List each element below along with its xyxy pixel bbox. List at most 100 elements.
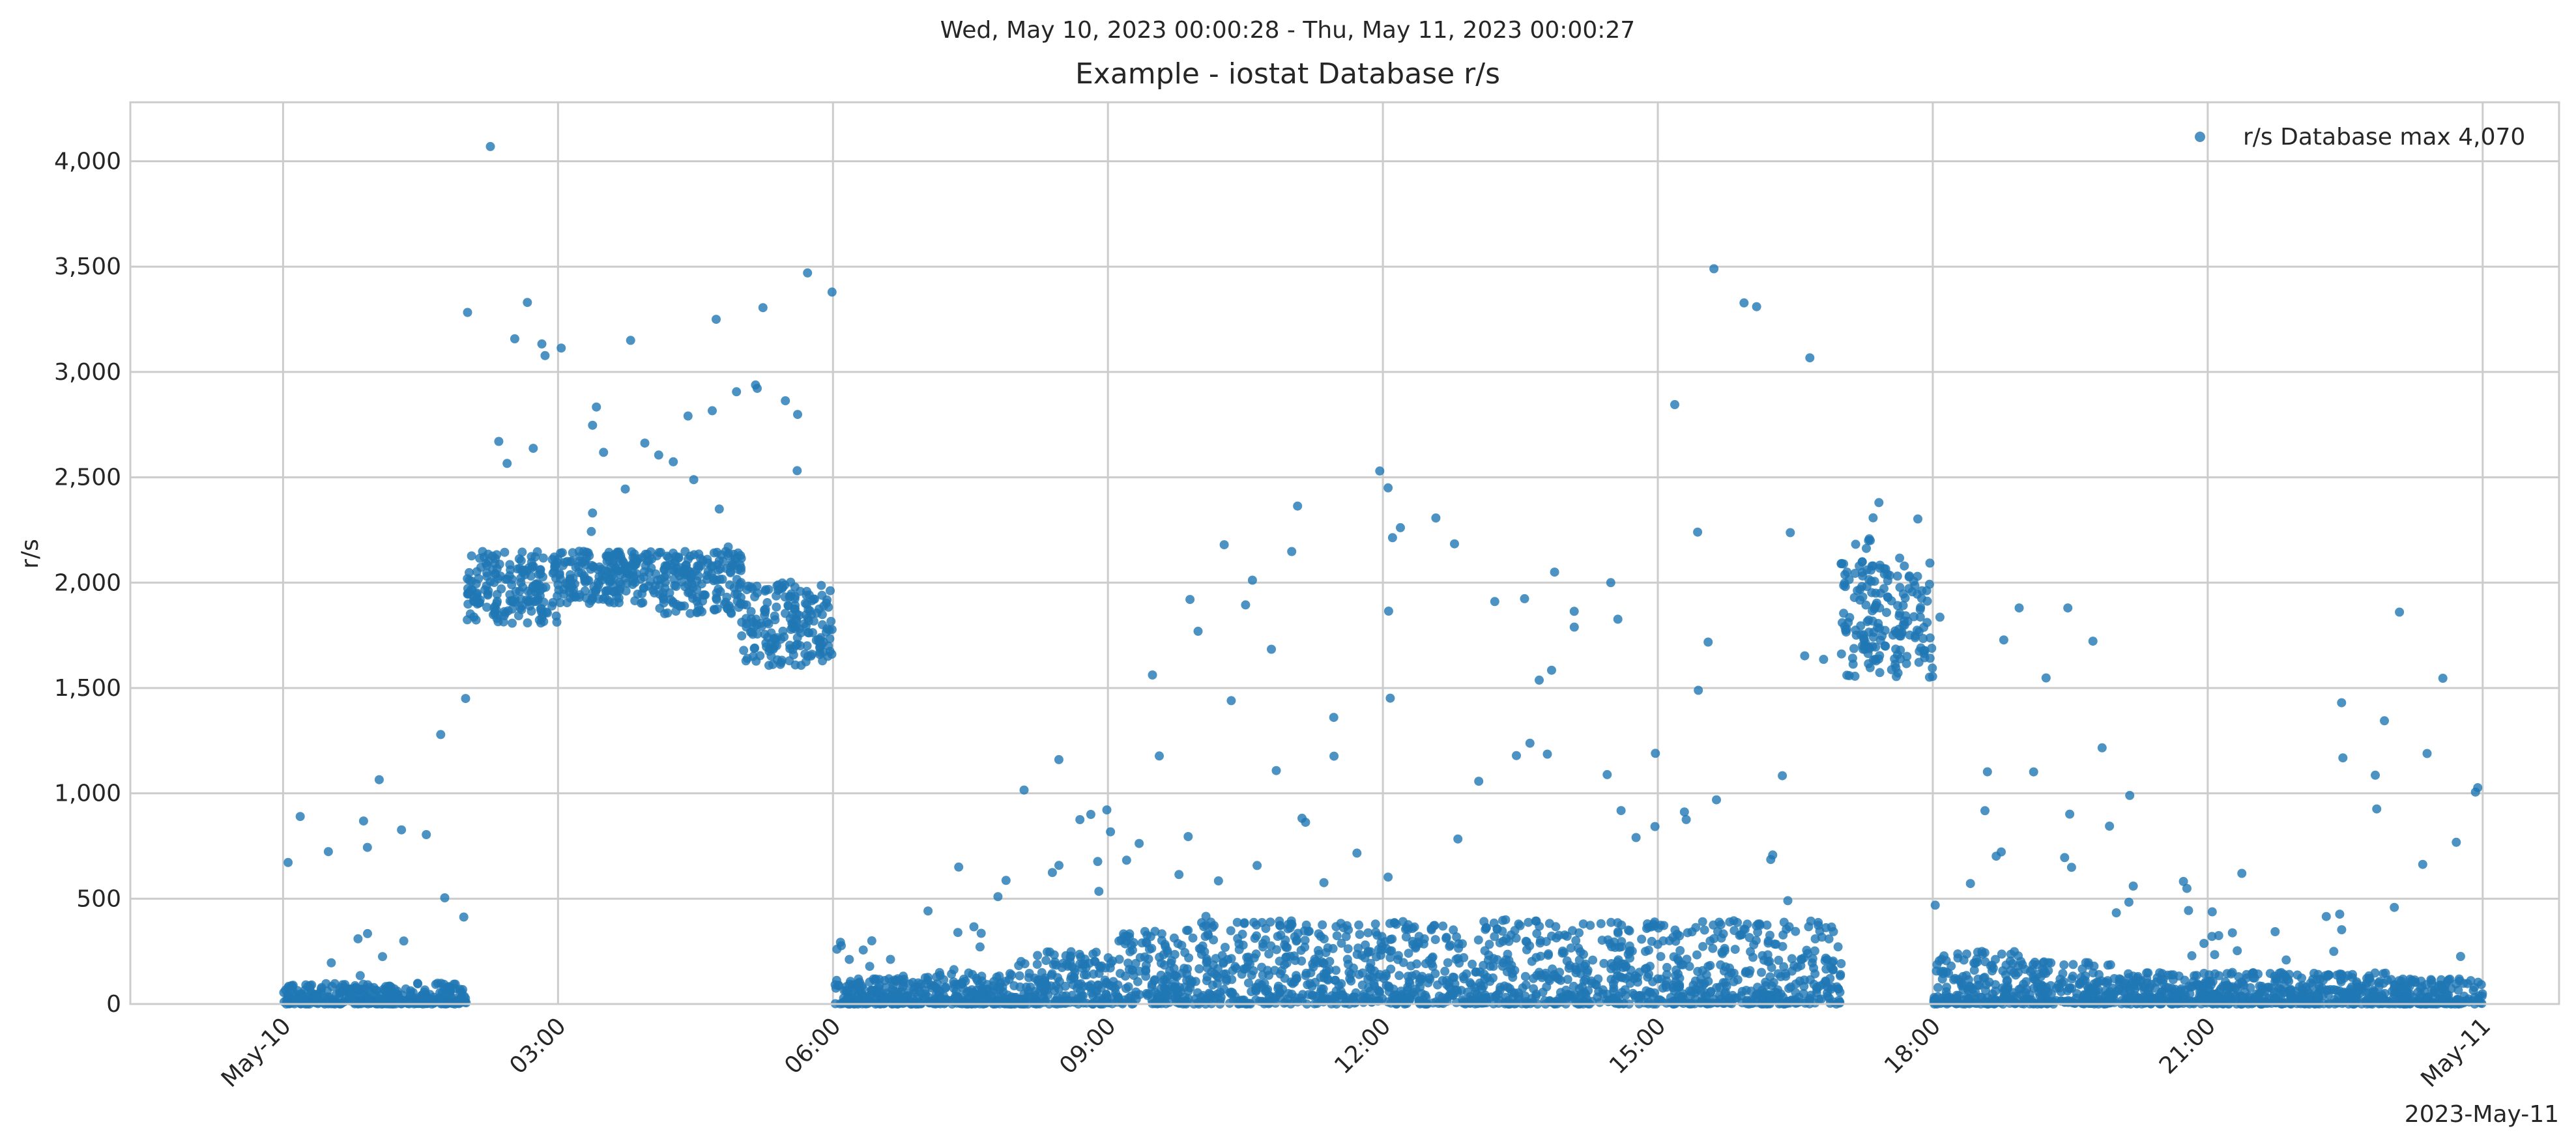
data-point (1290, 993, 1300, 1003)
data-point (1953, 949, 1963, 959)
data-point (1836, 649, 1846, 659)
data-point (1671, 977, 1681, 986)
data-point (712, 315, 721, 324)
data-point (507, 580, 517, 590)
data-point (832, 944, 842, 954)
data-point (712, 604, 722, 614)
data-point (568, 548, 577, 558)
data-point (647, 554, 657, 564)
data-point (881, 983, 891, 992)
data-point (792, 466, 802, 476)
data-point (467, 551, 476, 561)
data-point (1637, 934, 1647, 944)
data-point (1566, 943, 1576, 953)
data-point (1217, 951, 1227, 960)
data-point (1766, 855, 1776, 865)
data-point (1322, 966, 1331, 975)
data-point (1531, 953, 1541, 962)
data-point (1535, 675, 1544, 685)
data-point (1332, 931, 1342, 941)
data-point (2427, 979, 2437, 988)
data-point (1263, 966, 1273, 975)
y-tick-label: 2,000 (54, 569, 121, 596)
data-point (1141, 966, 1151, 976)
data-point (2063, 603, 2073, 613)
data-point (1183, 925, 1193, 935)
data-point (2155, 992, 2164, 1002)
data-point (1829, 926, 1838, 936)
data-point (1306, 968, 1316, 978)
data-point (1778, 771, 1787, 781)
data-point (1076, 952, 1086, 962)
data-point (764, 584, 774, 594)
data-point (1804, 922, 1814, 932)
data-point (772, 591, 781, 601)
data-point (1678, 960, 1688, 969)
data-point (957, 979, 966, 988)
data-point (471, 615, 481, 625)
data-point (1932, 960, 1942, 969)
data-point (358, 816, 368, 826)
data-point (683, 554, 693, 564)
y-axis-label: r/s (17, 539, 44, 569)
data-point (1532, 928, 1542, 938)
data-point (2097, 743, 2107, 753)
data-point (463, 615, 472, 625)
data-point (1234, 945, 1244, 954)
data-point (1864, 659, 1874, 668)
data-point (2422, 749, 2432, 758)
data-point (326, 958, 336, 968)
data-point (533, 593, 543, 603)
data-point (619, 565, 629, 575)
data-point (1329, 713, 1339, 723)
data-point (1252, 861, 1262, 870)
data-point (1383, 607, 1393, 616)
data-point (2177, 984, 2186, 994)
data-point (1351, 988, 1361, 997)
data-point (1282, 943, 1292, 953)
data-point (1084, 958, 1094, 968)
data-point (1226, 989, 1236, 999)
data-point (1307, 981, 1317, 991)
data-point (1958, 985, 1968, 994)
data-point (1836, 959, 1846, 968)
y-tick-label: 4,000 (54, 149, 121, 175)
data-point (926, 997, 936, 1007)
data-point (646, 577, 656, 586)
data-point (1720, 989, 1729, 999)
data-point (1510, 926, 1520, 936)
data-point (1213, 989, 1222, 999)
data-point (1819, 655, 1829, 664)
data-point (1352, 949, 1362, 959)
data-point (1174, 870, 1184, 880)
data-point (1564, 964, 1574, 973)
data-point (750, 643, 760, 653)
data-point (1209, 935, 1219, 945)
data-point (1201, 911, 1211, 921)
data-point (896, 992, 906, 1001)
data-point (1687, 927, 1697, 937)
data-point (1541, 968, 1550, 978)
data-point (786, 577, 796, 587)
data-point (1208, 980, 1217, 990)
data-point (2347, 973, 2357, 983)
data-point (1170, 950, 1179, 959)
data-point (1157, 929, 1166, 939)
data-point (1433, 980, 1442, 990)
data-point (2066, 863, 2076, 872)
data-point (506, 565, 515, 575)
data-point (1205, 990, 1215, 999)
data-point (516, 578, 526, 587)
data-point (803, 268, 813, 278)
data-point (2021, 988, 2031, 997)
data-point (562, 580, 572, 589)
data-point (575, 592, 585, 602)
data-point (1213, 964, 1223, 973)
data-point (1596, 919, 1606, 928)
data-point (1314, 949, 1324, 959)
data-point (1558, 946, 1567, 956)
data-point (1060, 981, 1070, 991)
data-point (827, 287, 837, 297)
data-point (1337, 938, 1346, 948)
data-point (439, 979, 449, 989)
